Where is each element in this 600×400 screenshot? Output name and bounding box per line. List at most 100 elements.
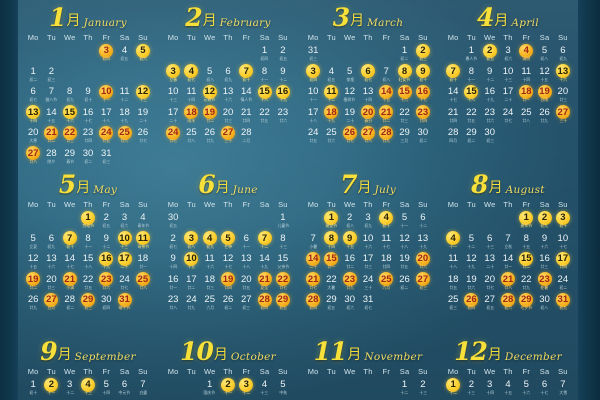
day-cell[interactable]: 29 三月	[395, 126, 413, 147]
day-cell[interactable]: 8 妇女节	[395, 65, 413, 86]
day-cell[interactable]: 21 廿二	[377, 106, 395, 127]
day-cell[interactable]: 16 廿二	[341, 252, 359, 273]
day-cell[interactable]: 8 十四	[322, 232, 340, 253]
day-cell[interactable]: 18 雨水	[182, 106, 200, 127]
day-cell[interactable]: 28 二月	[237, 126, 255, 147]
day-cell[interactable]: 19 廿二	[201, 106, 219, 127]
day-cell[interactable]: 7 初八	[377, 65, 395, 86]
day-cell[interactable]: 6 中元节	[115, 378, 133, 399]
day-cell[interactable]: 19 廿五	[395, 252, 413, 273]
day-cell[interactable]: 13 十四	[359, 85, 377, 106]
day-cell[interactable]: 26 廿七	[134, 126, 152, 147]
day-cell[interactable]: 2 初五	[274, 44, 292, 65]
day-cell[interactable]: 28 四月	[444, 126, 462, 147]
day-cell[interactable]: 17 廿三	[359, 252, 377, 273]
day-cell[interactable]: 2 初五	[481, 44, 499, 65]
day-cell[interactable]: 1 十二	[395, 378, 413, 399]
day-cell[interactable]: 9 十五	[341, 232, 359, 253]
day-cell[interactable]: 17 廿二	[182, 273, 200, 294]
day-cell[interactable]: 19 廿四	[219, 273, 237, 294]
day-cell[interactable]: 20 廿三	[42, 273, 60, 294]
day-cell[interactable]: 15 廿二	[517, 252, 535, 273]
day-cell[interactable]: 10 十三	[115, 232, 133, 253]
day-cell[interactable]: 28 廿九	[377, 126, 395, 147]
day-cell[interactable]: 18 廿三	[201, 273, 219, 294]
day-cell[interactable]: 7 十二	[255, 232, 273, 253]
day-cell[interactable]: 20 廿六	[414, 252, 432, 273]
day-cell[interactable]: 16 十九	[274, 85, 292, 106]
day-cell[interactable]: 4 十五	[499, 378, 517, 399]
day-cell[interactable]: 19 二十	[341, 106, 359, 127]
day-cell[interactable]: 6 初九	[554, 44, 572, 65]
day-cell[interactable]: 3 十二	[61, 378, 79, 399]
day-cell[interactable]: 21 廿八	[499, 273, 517, 294]
day-cell[interactable]: 15 十八	[79, 252, 97, 273]
day-cell[interactable]: 21 廿二	[42, 126, 60, 147]
day-cell[interactable]: 5 十一	[395, 211, 413, 232]
day-cell[interactable]: 3 十二	[237, 378, 255, 399]
day-cell[interactable]: 4 清明	[517, 44, 535, 65]
day-cell[interactable]: 18 廿五	[444, 273, 462, 294]
day-cell[interactable]: 14 廿一	[499, 252, 517, 273]
day-cell[interactable]: 10 十七	[554, 232, 572, 253]
day-cell[interactable]: 11 母亲节	[134, 232, 152, 253]
day-cell[interactable]: 1 初四	[255, 44, 273, 65]
day-cell[interactable]: 4 十三	[255, 378, 273, 399]
day-cell[interactable]: 8 十一	[462, 65, 480, 86]
day-cell[interactable]: 2 初八	[341, 211, 359, 232]
day-cell[interactable]: 5 惊蛰	[341, 65, 359, 86]
day-cell[interactable]: 4 十三	[79, 378, 97, 399]
day-cell[interactable]: 24 初二	[554, 273, 572, 294]
day-cell[interactable]: 29 初五	[274, 293, 292, 314]
day-cell[interactable]: 2 十一	[42, 378, 60, 399]
day-cell[interactable]: 4 初五	[115, 44, 133, 65]
month-block-october[interactable]: 10 月 October Mo Tu We Th Fr Sa Su 1 国庆节 2 十一 3 十二 4 十三 5 中秋	[158, 334, 298, 400]
day-cell[interactable]: 23 廿四	[414, 106, 432, 127]
day-cell[interactable]: 10 十一	[97, 85, 115, 106]
day-cell[interactable]: 26 初二	[395, 273, 413, 294]
day-cell[interactable]: 25 六月	[377, 273, 395, 294]
day-cell[interactable]: 2 初三	[414, 44, 432, 65]
day-cell[interactable]: 20 大寒	[24, 126, 42, 147]
day-cell[interactable]: 30 初六	[341, 293, 359, 314]
day-cell[interactable]: 14 二十	[304, 252, 322, 273]
day-cell[interactable]: 21 廿四	[444, 106, 462, 127]
day-cell[interactable]: 25 廿八	[517, 106, 535, 127]
day-cell[interactable]: 22 廿九	[517, 273, 535, 294]
month-block-august[interactable]: 8 月 August Mo Tu We Th Fr Sa Su 1 建军节 2 初九 3 初十 4 十一 5 十二 6 十…	[438, 167, 578, 334]
day-cell[interactable]: 1 国庆节	[201, 378, 219, 399]
day-cell[interactable]: 20 廿七	[481, 273, 499, 294]
day-cell[interactable]: 1 初二	[24, 65, 42, 86]
day-cell[interactable]: 3 立春	[164, 65, 182, 86]
day-cell[interactable]: 15 十六	[61, 106, 79, 127]
day-cell[interactable]: 6 十三	[481, 232, 499, 253]
day-cell[interactable]: 9 十二	[481, 65, 499, 86]
day-cell[interactable]: 23 廿六	[97, 273, 115, 294]
day-cell[interactable]: 8 十一	[255, 65, 273, 86]
day-cell[interactable]: 17 十八	[304, 106, 322, 127]
day-cell[interactable]: 20 春分	[359, 106, 377, 127]
day-cell[interactable]: 13 二十	[481, 252, 499, 273]
month-block-february[interactable]: 2 月 February Mo Tu We Th Fr Sa Su 1 初四 2 初五 3 立春 4 初七 5 初八 6…	[158, 0, 298, 167]
day-cell[interactable]: 23 廿六	[274, 106, 292, 127]
day-cell[interactable]: 17 廿四	[554, 252, 572, 273]
day-cell[interactable]: 6 十七	[535, 378, 553, 399]
day-cell[interactable]: 24 三十	[359, 273, 377, 294]
day-cell[interactable]: 10 十三	[499, 65, 517, 86]
day-cell[interactable]: 29 七夕节	[517, 293, 535, 314]
day-cell[interactable]: 25 廿六	[115, 126, 133, 147]
day-cell[interactable]: 5 十六	[517, 378, 535, 399]
day-cell[interactable]: 28 初二	[61, 293, 79, 314]
day-cell[interactable]: 31 端午节	[115, 293, 133, 314]
day-cell[interactable]: 4 初七	[182, 65, 200, 86]
day-cell[interactable]: 1 初二	[395, 44, 413, 65]
day-cell[interactable]: 10 十一	[304, 85, 322, 106]
day-cell[interactable]: 27 初五	[481, 293, 499, 314]
day-cell[interactable]: 10 十三	[164, 85, 182, 106]
day-cell[interactable]: 3 初四	[97, 44, 115, 65]
day-cell[interactable]: 22 廿七	[274, 273, 292, 294]
day-cell[interactable]: 16 十七	[414, 85, 432, 106]
day-cell[interactable]: 5 十四	[97, 378, 115, 399]
day-cell[interactable]: 31 初三	[304, 44, 322, 65]
month-block-december[interactable]: 12 月 December Mo Tu We Th Fr Sa Su 1 十二 2 十三 3 十四 4 十五 5 十六…	[438, 334, 578, 400]
